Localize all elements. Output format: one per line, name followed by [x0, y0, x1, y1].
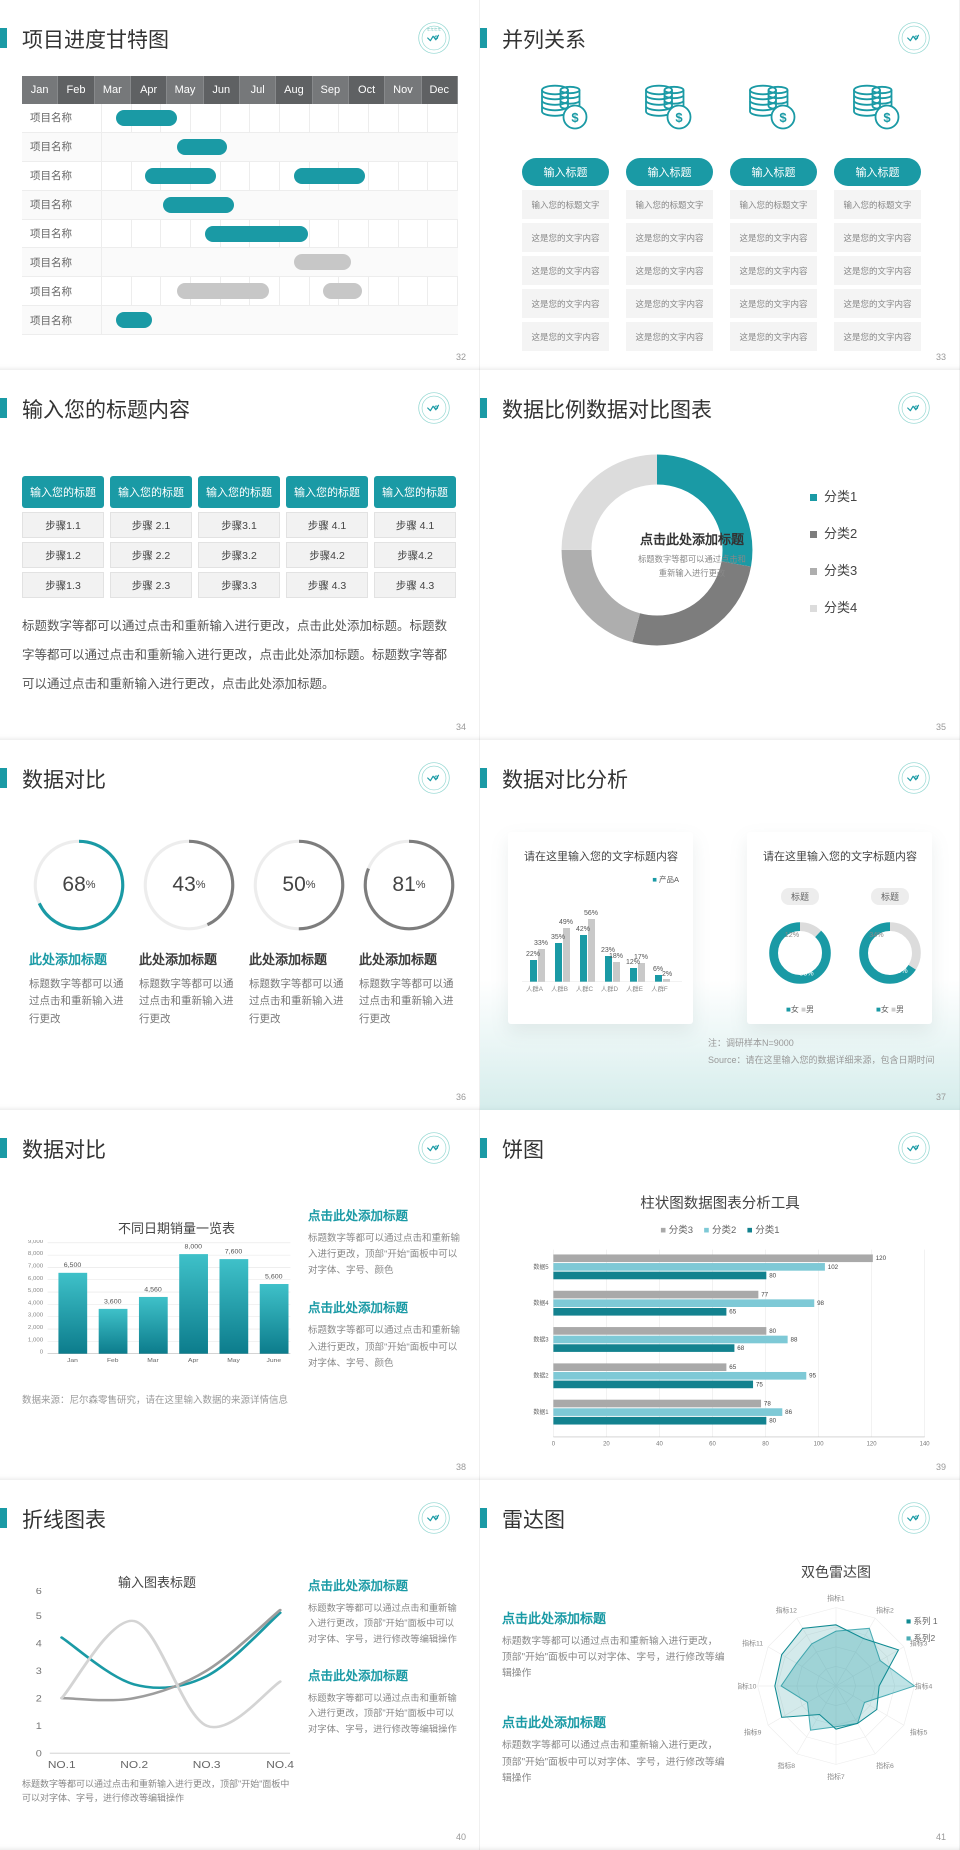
svg-text:$: $ — [571, 110, 579, 125]
svg-text:指标5: 指标5 — [910, 1727, 928, 1736]
svg-text:65: 65 — [729, 1309, 736, 1316]
svg-text:2%: 2% — [662, 971, 672, 978]
svg-text:88: 88 — [791, 1336, 798, 1343]
svg-text:June: June — [267, 1357, 282, 1364]
svg-text:NO.1: NO.1 — [48, 1760, 76, 1771]
svg-text:35%: 35% — [551, 934, 565, 941]
svg-text:指标8: 指标8 — [778, 1761, 796, 1770]
svg-text:NO.2: NO.2 — [120, 1760, 148, 1771]
svg-text:68: 68 — [737, 1345, 744, 1352]
svg-text:$: $ — [779, 110, 787, 125]
svg-text:9,000: 9,000 — [28, 1240, 43, 1245]
svg-text:56%: 56% — [584, 910, 598, 917]
svg-text:0: 0 — [552, 1442, 556, 1448]
svg-text:7,600: 7,600 — [225, 1249, 243, 1256]
svg-text:40: 40 — [656, 1442, 663, 1448]
svg-text:指标11: 指标11 — [742, 1638, 763, 1647]
svg-text:60: 60 — [709, 1442, 716, 1448]
svg-text:4,560: 4,560 — [144, 1287, 162, 1294]
svg-text:22%: 22% — [526, 951, 540, 958]
svg-text:88%: 88% — [799, 968, 814, 977]
svg-text:指标10: 指标10 — [738, 1682, 757, 1691]
svg-text:33%: 33% — [534, 940, 548, 947]
svg-text:80: 80 — [762, 1442, 769, 1448]
svg-text:Feb: Feb — [107, 1357, 119, 1364]
svg-text:140: 140 — [920, 1442, 931, 1448]
svg-text:80: 80 — [769, 1328, 776, 1335]
svg-text:8,000: 8,000 — [184, 1244, 202, 1251]
svg-text:Apr: Apr — [188, 1357, 198, 1364]
svg-text:66%: 66% — [893, 966, 908, 975]
svg-text:Jan: Jan — [67, 1357, 78, 1364]
svg-text:数据2: 数据2 — [533, 1372, 549, 1380]
svg-text:3,600: 3,600 — [104, 1299, 122, 1306]
svg-text:5,600: 5,600 — [265, 1274, 283, 1281]
svg-text:7,000: 7,000 — [28, 1264, 43, 1270]
svg-text:Mar: Mar — [147, 1357, 159, 1364]
svg-text:NO.4: NO.4 — [266, 1760, 294, 1771]
svg-text:8,000: 8,000 — [28, 1251, 43, 1257]
svg-text:年年年年: 年年年年 — [427, 26, 442, 31]
svg-text:80: 80 — [769, 1418, 776, 1425]
svg-text:1: 1 — [36, 1722, 43, 1732]
svg-text:指标1: 指标1 — [827, 1593, 845, 1602]
svg-text:80: 80 — [769, 1272, 776, 1279]
svg-text:34%: 34% — [869, 930, 884, 939]
svg-text:17%: 17% — [634, 954, 648, 961]
svg-text:20: 20 — [603, 1442, 610, 1448]
svg-text:$: $ — [675, 110, 683, 125]
svg-text:指标4: 指标4 — [915, 1682, 933, 1691]
svg-text:数据4: 数据4 — [533, 1299, 549, 1307]
svg-text:数据5: 数据5 — [533, 1263, 549, 1271]
svg-text:42%: 42% — [576, 926, 590, 933]
svg-text:指标6: 指标6 — [876, 1761, 894, 1770]
svg-text:86: 86 — [785, 1409, 792, 1416]
svg-text:77: 77 — [761, 1291, 768, 1298]
svg-text:3,000: 3,000 — [28, 1313, 43, 1319]
svg-text:6,500: 6,500 — [64, 1262, 82, 1269]
svg-text:102: 102 — [828, 1264, 839, 1271]
svg-text:65: 65 — [729, 1364, 736, 1371]
svg-text:指标7: 指标7 — [827, 1772, 845, 1781]
svg-text:$: $ — [883, 110, 891, 125]
svg-text:18%: 18% — [609, 953, 623, 960]
svg-text:78: 78 — [764, 1400, 771, 1407]
svg-text:指标12: 指标12 — [776, 1606, 797, 1615]
svg-text:5,000: 5,000 — [28, 1288, 43, 1294]
svg-text:98: 98 — [817, 1300, 824, 1307]
svg-text:2: 2 — [36, 1694, 43, 1704]
svg-text:2,000: 2,000 — [28, 1325, 43, 1331]
svg-text:NO.3: NO.3 — [193, 1760, 221, 1771]
svg-text:75: 75 — [756, 1381, 763, 1388]
svg-text:6,000: 6,000 — [28, 1276, 43, 1282]
svg-text:49%: 49% — [559, 919, 573, 926]
svg-text:5: 5 — [36, 1612, 43, 1622]
svg-text:3: 3 — [36, 1667, 43, 1677]
svg-text:100: 100 — [814, 1442, 825, 1448]
svg-text:1,000: 1,000 — [28, 1338, 43, 1344]
svg-text:May: May — [227, 1357, 241, 1364]
svg-text:数据1: 数据1 — [533, 1408, 549, 1416]
svg-text:120: 120 — [876, 1255, 887, 1262]
svg-text:0: 0 — [40, 1350, 43, 1356]
svg-text:数据3: 数据3 — [533, 1335, 549, 1343]
svg-text:指标2: 指标2 — [876, 1606, 894, 1615]
svg-text:12%: 12% — [785, 930, 800, 939]
svg-text:指标9: 指标9 — [744, 1727, 762, 1736]
svg-text:0: 0 — [36, 1749, 43, 1759]
svg-text:120: 120 — [867, 1442, 878, 1448]
svg-text:4: 4 — [36, 1639, 43, 1649]
svg-text:95: 95 — [809, 1373, 816, 1380]
svg-text:4,000: 4,000 — [28, 1301, 43, 1307]
svg-text:6: 6 — [36, 1588, 43, 1596]
